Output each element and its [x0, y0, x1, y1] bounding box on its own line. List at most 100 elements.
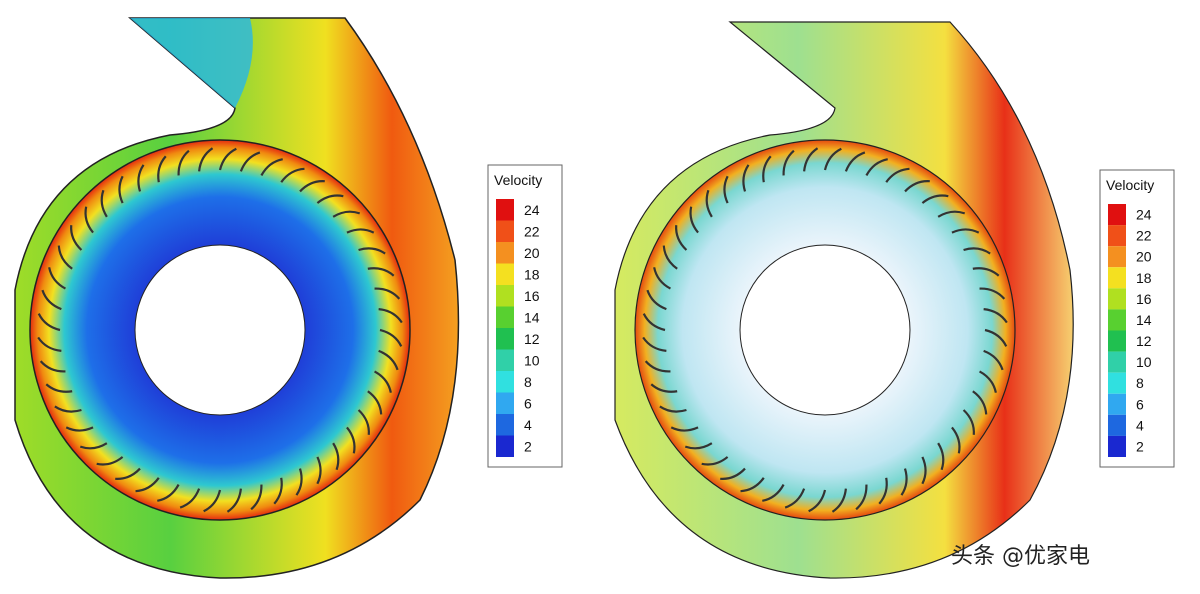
- legend-label: 6: [524, 395, 532, 411]
- legend-label: 10: [524, 352, 540, 368]
- legend-swatch: [1108, 246, 1126, 268]
- blade: [57, 245, 73, 270]
- legend-swatch: [496, 263, 514, 285]
- watermark: 头条 @优家电: [951, 544, 1090, 569]
- blade: [855, 484, 868, 511]
- blade: [70, 225, 83, 251]
- blade: [701, 456, 729, 466]
- blade: [346, 426, 356, 454]
- blade: [844, 151, 866, 172]
- blade: [921, 456, 927, 485]
- legend-swatch: [496, 220, 514, 242]
- blade: [659, 405, 687, 413]
- legend-title: Velocity: [494, 172, 542, 188]
- blade: [650, 383, 678, 393]
- blade: [177, 149, 190, 176]
- legend-label: 18: [524, 266, 540, 282]
- blade: [646, 289, 667, 311]
- legend-swatch: [496, 328, 514, 350]
- legend-label: 16: [524, 288, 540, 304]
- blade: [239, 151, 261, 172]
- blade: [689, 206, 699, 234]
- blade: [157, 484, 180, 502]
- blade: [921, 194, 949, 204]
- blade: [662, 245, 678, 270]
- legend-swatch: [1108, 435, 1126, 457]
- legend-swatch: [496, 199, 514, 221]
- blade: [983, 349, 1004, 371]
- blade: [379, 328, 403, 347]
- blade: [250, 484, 263, 511]
- blade: [48, 267, 66, 290]
- legend-label: 16: [1136, 291, 1152, 307]
- blade: [96, 456, 124, 466]
- blade: [65, 426, 94, 432]
- blade: [54, 405, 82, 413]
- blade: [84, 206, 94, 234]
- legend-swatch: [496, 306, 514, 328]
- blade: [299, 180, 325, 193]
- blade: [644, 360, 671, 373]
- blade: [653, 267, 671, 290]
- legend-label: 8: [524, 374, 532, 390]
- blade: [865, 158, 888, 176]
- blade: [740, 477, 765, 493]
- blade: [357, 409, 370, 435]
- blade: [332, 210, 361, 218]
- legend-title: Velocity: [1106, 177, 1154, 193]
- blade: [37, 336, 62, 352]
- blade: [79, 442, 108, 450]
- legend-label: 18: [1136, 270, 1152, 286]
- legend-swatch: [1108, 330, 1126, 352]
- legend-label: 2: [524, 438, 532, 454]
- blade: [885, 167, 910, 183]
- legend-swatch: [496, 349, 514, 371]
- blade: [198, 147, 214, 172]
- blade: [951, 426, 961, 454]
- blade: [951, 228, 980, 234]
- legend-swatch: [496, 414, 514, 436]
- legend-label: 14: [1136, 312, 1152, 328]
- blade: [226, 488, 242, 513]
- legend-swatch: [496, 371, 514, 393]
- blade: [280, 167, 305, 183]
- legend-swatch: [1108, 414, 1126, 436]
- hub: [739, 244, 911, 416]
- blade: [367, 267, 395, 277]
- legend-label: 8: [1136, 375, 1144, 391]
- blade: [332, 442, 340, 471]
- blade: [972, 267, 1000, 277]
- legend-label: 14: [524, 309, 540, 325]
- blade: [218, 147, 237, 171]
- legend-swatch: [1108, 225, 1126, 247]
- blade: [705, 189, 713, 218]
- blade: [803, 147, 819, 172]
- blade: [260, 158, 283, 176]
- blade: [878, 477, 888, 505]
- legend-swatch: [1108, 351, 1126, 373]
- blade: [203, 489, 222, 513]
- blade: [723, 175, 729, 204]
- blade: [41, 289, 62, 311]
- legend-label: 20: [524, 245, 540, 261]
- blade: [720, 467, 746, 480]
- blade: [684, 442, 713, 450]
- legend-label: 10: [1136, 354, 1152, 370]
- blade: [358, 247, 386, 255]
- blade: [100, 189, 108, 218]
- blade: [37, 313, 61, 332]
- blade: [316, 194, 344, 204]
- blade: [900, 468, 908, 496]
- blade: [316, 456, 322, 485]
- legend-label: 6: [1136, 396, 1144, 412]
- legend-label: 20: [1136, 249, 1152, 265]
- blade: [831, 488, 847, 513]
- legend-label: 22: [1136, 228, 1152, 244]
- blade: [963, 247, 991, 255]
- blade: [273, 477, 283, 505]
- blade: [972, 390, 988, 415]
- blade: [378, 349, 399, 371]
- hub: [134, 244, 306, 416]
